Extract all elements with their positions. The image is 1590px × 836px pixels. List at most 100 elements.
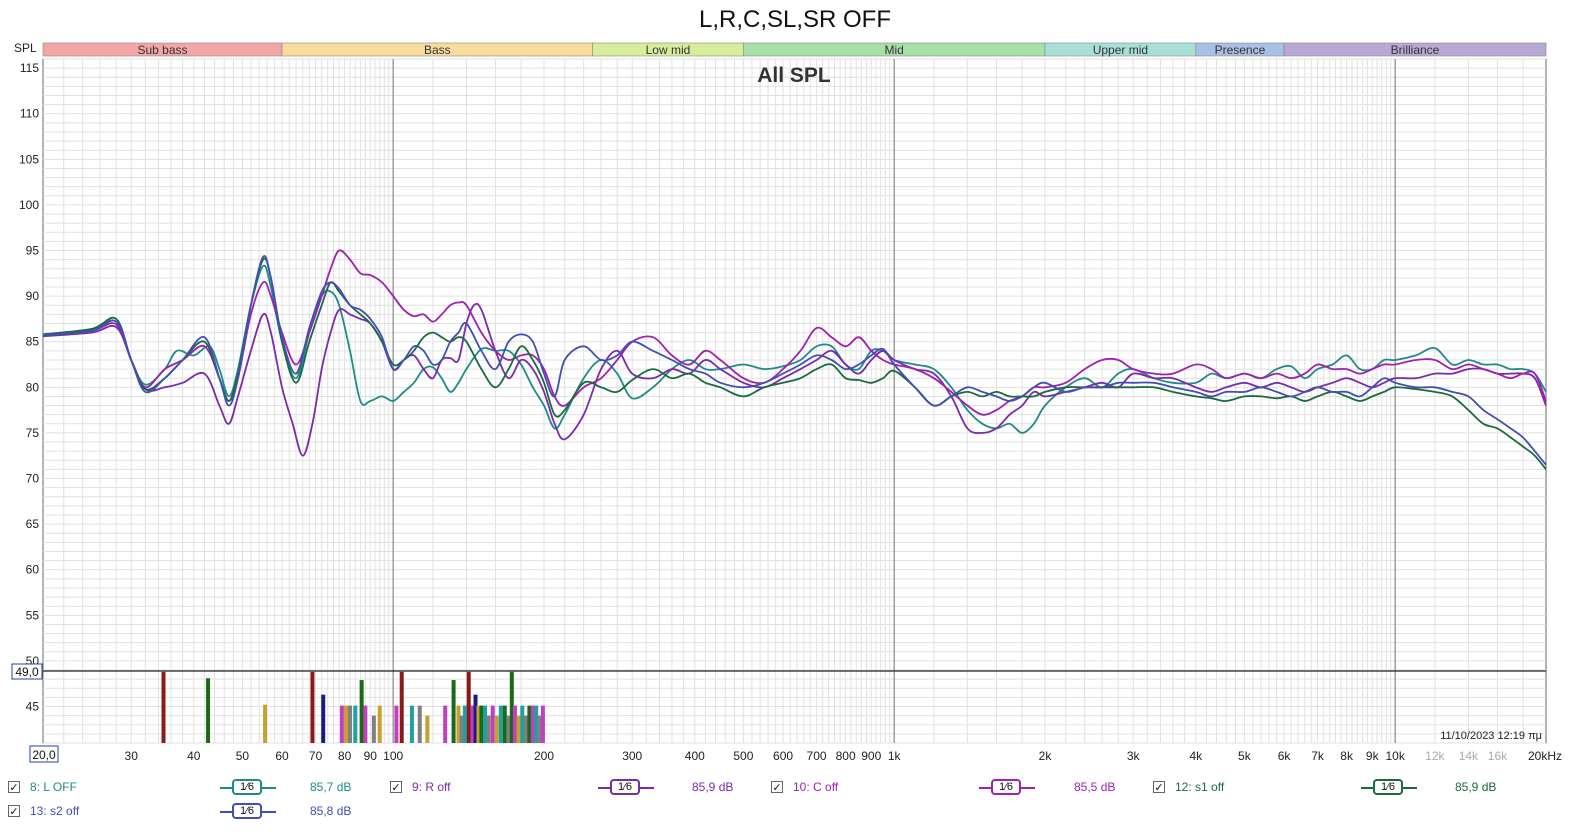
spl-chart[interactable]: Sub bass Bass Low mid Mid Upper mid Presence B… [0, 0, 1590, 772]
distortion-bar [490, 705, 495, 743]
distortion-bar [479, 705, 484, 743]
distortion-bar [263, 704, 268, 743]
distortion-bar [359, 680, 364, 743]
legend-name: 8: L OFF [30, 780, 77, 794]
legend-item-l-off: ✓ 8: L OFF 1⁄6 85,7 dB [8, 778, 388, 798]
distortion-bar [161, 671, 166, 743]
distortion-bar [353, 705, 358, 743]
y-bottom-value: 49,0 [15, 665, 39, 679]
y-tick-label: 80 [26, 380, 40, 394]
legend-level: 85,5 dB [1074, 780, 1116, 794]
x-tick-label: 10k [1386, 749, 1406, 763]
y-tick-label: 110 [20, 107, 39, 121]
x-tick-label: 9k [1366, 749, 1380, 763]
series-lines [42, 249, 1547, 470]
legend-item-s1-off: ✓ 12: s1 off 1⁄6 85,9 dB [1153, 778, 1533, 798]
distortion-bar [451, 680, 456, 743]
distortion-bar [516, 715, 521, 743]
x-tick-label: 400 [685, 749, 705, 763]
plot-area[interactable] [42, 58, 1547, 744]
distortion-bar [339, 705, 344, 743]
smoothing-value: 1⁄6 [232, 803, 262, 819]
smoothing-control[interactable]: 1⁄6 [598, 778, 654, 798]
band-label: Bass [424, 43, 451, 57]
checkbox-r-off[interactable]: ✓ [390, 781, 402, 794]
y-tick-label: 60 [26, 563, 40, 577]
x-tick-label: 3k [1127, 749, 1141, 763]
distortion-bar [470, 705, 475, 743]
checkbox-s2-off[interactable]: ✓ [8, 805, 20, 818]
band-label: Upper mid [1093, 43, 1148, 57]
distortion-bar [473, 694, 478, 743]
distortion-bar [443, 705, 448, 743]
y-bottom-readout[interactable]: 49,0 [11, 663, 43, 680]
distortion-bar [394, 705, 399, 743]
smoothing-value: 1⁄6 [232, 779, 262, 795]
x-tick-label: 20kHz [1528, 749, 1562, 763]
x-tick-label: 2k [1039, 749, 1053, 763]
smoothing-control[interactable]: 1⁄6 [220, 778, 276, 798]
page-title: L,R,C,SL,SR OFF [698, 6, 892, 33]
legend-name: 13: s2 off [30, 804, 80, 818]
y-tick-label: 105 [19, 152, 39, 166]
x-tick-label: 5k [1238, 749, 1252, 763]
distortion-bar [456, 705, 461, 743]
band-brilliance [1283, 42, 1547, 57]
x-tick-label: 100 [383, 749, 403, 763]
y-tick-label: 75 [26, 426, 40, 440]
x-tick-label: 12k [1425, 749, 1445, 763]
distortion-bar [527, 705, 532, 743]
y-tick-label: 55 [26, 608, 40, 622]
smoothing-control[interactable]: 1⁄6 [220, 802, 276, 822]
x-tick-label: 300 [622, 749, 642, 763]
x-tick-label: 500 [733, 749, 753, 763]
checkbox-c-off[interactable]: ✓ [771, 781, 783, 794]
x-tick-label: 40 [187, 749, 201, 763]
legend-level: 85,9 dB [692, 780, 734, 794]
x-tick-label: 800 [836, 749, 856, 763]
y-tick-label: 85 [26, 335, 40, 349]
distortion-bar [506, 715, 511, 743]
y-tick-label: 100 [19, 198, 39, 212]
legend-name: 12: s1 off [1175, 780, 1225, 794]
x-tick-label: 200 [534, 749, 554, 763]
x-tick-label: 700 [807, 749, 827, 763]
y-tick-label: 115 [20, 61, 39, 75]
smoothing-value: 1⁄6 [1373, 779, 1403, 795]
y-tick-label: 65 [26, 517, 40, 531]
y-axis-label: SPL [14, 41, 37, 55]
legend: ✓ 8: L OFF 1⁄6 85,7 dB ✓ 9: R off 1⁄6 85… [0, 772, 1590, 832]
x-axis-ticks: 30 40 50 60 70 80 90 100 200 300 400 500 600 700 800 90… [125, 749, 1562, 763]
checkbox-l-off[interactable]: ✓ [8, 781, 20, 794]
legend-item-c-off: ✓ 10: C off 1⁄6 85,5 dB [771, 778, 1151, 798]
distortion-bar [509, 671, 514, 743]
frequency-bands: Sub bass Bass Low mid Mid Upper mid Presence B… [42, 42, 1547, 57]
x-start-readout[interactable]: 20,0 [29, 745, 59, 763]
smoothing-control[interactable]: 1⁄6 [979, 778, 1035, 798]
band-label: Low mid [646, 43, 691, 57]
timestamp: 11/10/2023 12:19 πμ [1440, 730, 1542, 742]
series-line-9-r-off [42, 302, 1547, 457]
x-tick-label: 80 [338, 749, 352, 763]
y-tick-label: 45 [26, 700, 40, 714]
distortion-bar [534, 705, 539, 743]
distortion-bar [310, 671, 315, 743]
band-label: Sub bass [137, 43, 187, 57]
legend-name: 10: C off [793, 780, 839, 794]
distortion-bar [206, 678, 211, 743]
x-tick-label: 16k [1488, 749, 1508, 763]
legend-name: 9: R off [412, 780, 451, 794]
smoothing-control[interactable]: 1⁄6 [1361, 778, 1417, 798]
checkbox-s1-off[interactable]: ✓ [1153, 781, 1165, 794]
y-tick-label: 95 [26, 244, 40, 258]
legend-item-r-off: ✓ 9: R off 1⁄6 85,9 dB [390, 778, 770, 798]
distortion-bar [498, 705, 503, 743]
legend-level: 85,8 dB [310, 804, 352, 818]
distortion-bar [476, 705, 481, 743]
distortion-bar [486, 715, 491, 743]
x-start-value: 20,0 [32, 748, 56, 762]
chart-title: All SPL [757, 64, 831, 87]
y-tick-label: 70 [26, 472, 40, 486]
band-label: Presence [1215, 43, 1266, 57]
